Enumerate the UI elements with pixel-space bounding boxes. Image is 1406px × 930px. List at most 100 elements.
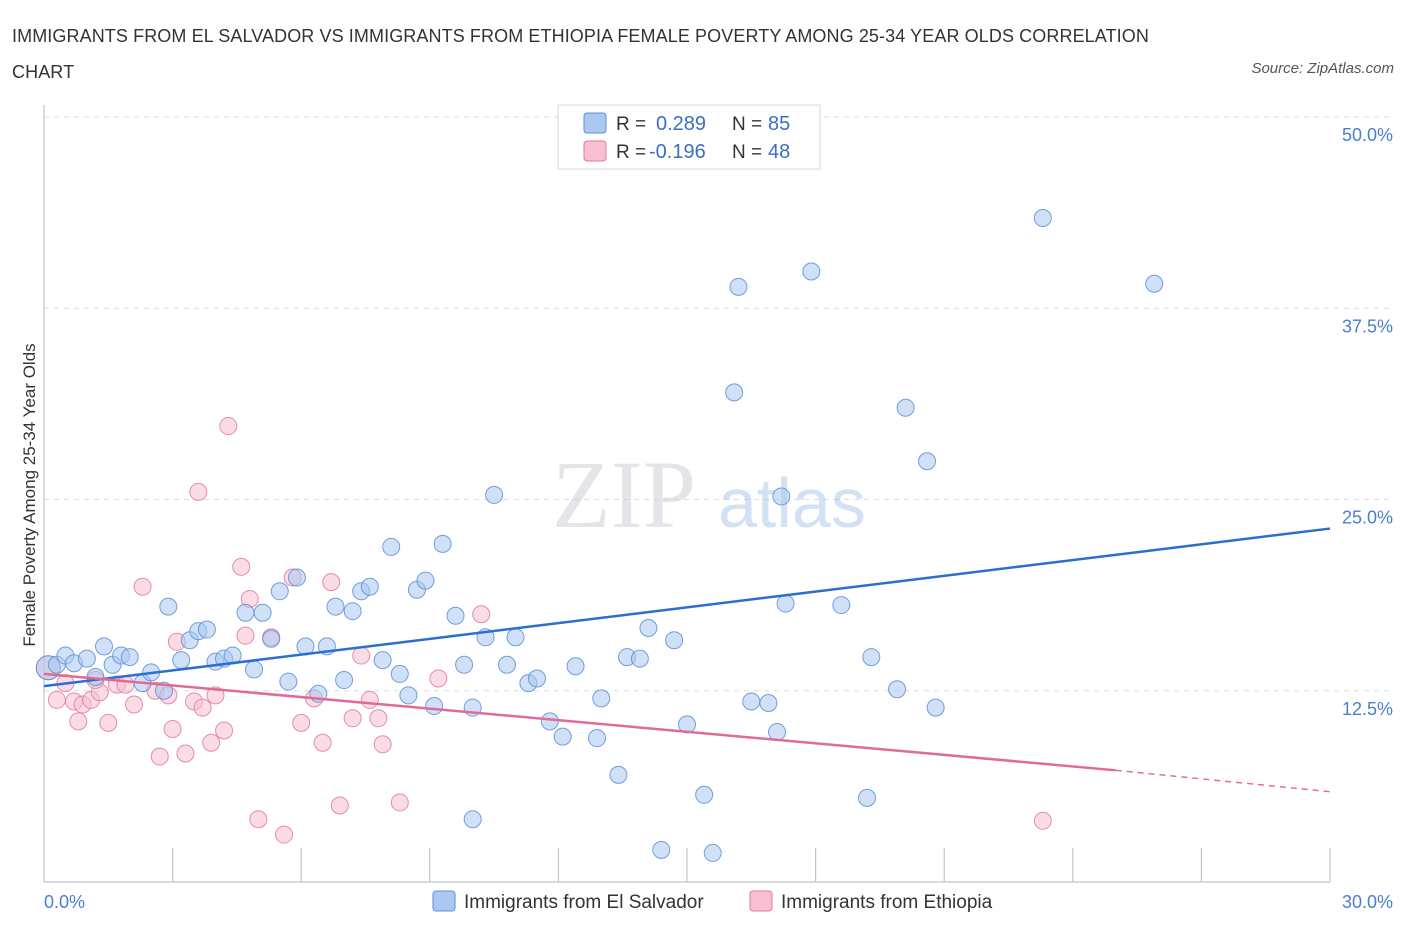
data-point <box>592 689 611 708</box>
data-point <box>343 709 362 728</box>
data-point <box>472 605 491 624</box>
data-point <box>287 568 306 587</box>
data-point <box>133 577 152 596</box>
legend-n-value-pink: 48 <box>768 141 790 163</box>
trend-line-el-salvador <box>43 527 1331 688</box>
trend-lines <box>43 527 1331 793</box>
data-point <box>262 629 281 648</box>
data-point <box>373 651 392 670</box>
data-point <box>116 675 135 694</box>
data-point <box>163 720 182 738</box>
data-point <box>382 537 401 556</box>
legend-swatch-blue <box>583 112 607 134</box>
legend-r-value-blue: 0.289 <box>656 113 706 135</box>
y-tick-label: 12.5% <box>1342 699 1393 719</box>
data-point <box>125 695 144 714</box>
data-point <box>390 664 409 683</box>
data-point <box>429 669 448 688</box>
data-point <box>772 487 791 506</box>
data-point <box>609 765 628 784</box>
legend-n-value-blue: 85 <box>768 113 790 135</box>
data-point <box>729 277 748 296</box>
data-point <box>768 723 787 742</box>
data-point <box>369 709 388 728</box>
data-point <box>77 649 96 668</box>
data-point <box>335 671 354 690</box>
data-point <box>270 582 289 601</box>
data-point <box>433 534 452 553</box>
data-point <box>703 843 722 862</box>
data-point <box>587 729 606 748</box>
watermark: ZIP atlas <box>552 441 866 548</box>
data-point <box>1033 811 1052 830</box>
legend-n-label-pink: N = <box>732 142 762 163</box>
series-legend-label-ethiopia: Immigrants from Ethiopia <box>781 892 993 913</box>
data-point <box>360 577 379 596</box>
data-point <box>446 606 465 625</box>
y-tick-label: 37.5% <box>1342 316 1393 336</box>
data-point <box>527 669 546 688</box>
data-point <box>343 602 362 621</box>
data-point <box>155 681 174 700</box>
data-point <box>275 825 294 844</box>
data-point <box>399 686 418 705</box>
data-point <box>330 796 349 815</box>
data-point <box>193 698 212 717</box>
data-point <box>176 744 195 763</box>
trend-line-ethiopia <box>43 672 1116 772</box>
data-point <box>159 597 178 616</box>
data-point <box>862 648 881 667</box>
data-point <box>206 686 225 705</box>
data-point <box>455 655 474 674</box>
x-tick-label-min: 0.0% <box>44 892 85 912</box>
data-point <box>497 655 516 674</box>
data-point <box>725 383 744 402</box>
data-point <box>69 712 88 731</box>
data-point <box>540 712 559 731</box>
data-point <box>292 713 311 732</box>
trend-line-ethiopia-extrapolated <box>1115 769 1331 793</box>
data-point <box>832 596 851 615</box>
x-tick-label-max: 30.0% <box>1342 892 1393 912</box>
data-point <box>926 698 945 717</box>
watermark-zip: ZIP <box>552 441 696 548</box>
series-legend-swatch-ethiopia <box>749 890 773 912</box>
data-point <box>120 648 139 667</box>
data-point <box>416 571 435 590</box>
data-point <box>776 594 795 613</box>
data-point <box>630 649 649 668</box>
series-legend-swatch-el-salvador <box>432 890 456 912</box>
y-axis-label: Female Poverty Among 25-34 Year Olds <box>20 343 39 646</box>
data-point <box>352 646 371 665</box>
legend-swatch-pink <box>583 140 607 162</box>
stats-legend: R = 0.289 N = 85 R = -0.196 N = 48 <box>557 104 821 170</box>
data-point <box>1033 208 1052 227</box>
source-label: Source: ZipAtlas.com <box>1251 60 1394 77</box>
data-point <box>918 452 937 471</box>
data-point <box>553 727 572 746</box>
data-point <box>236 603 255 622</box>
data-point <box>236 626 255 645</box>
series-legend: Immigrants from El Salvador Immigrants f… <box>432 890 993 913</box>
data-point <box>326 597 345 616</box>
data-point <box>360 690 379 709</box>
data-point <box>197 620 216 639</box>
data-point <box>99 713 118 732</box>
y-tick-label: 25.0% <box>1342 508 1393 528</box>
data-point <box>1145 274 1164 293</box>
data-point <box>742 692 761 711</box>
data-point <box>172 651 191 670</box>
legend-r-label-blue: R = <box>616 114 646 135</box>
legend-r-label-pink: R = <box>616 142 646 163</box>
data-point <box>485 485 504 504</box>
data-point <box>322 573 341 592</box>
data-point <box>665 631 684 650</box>
y-tick-labels: 12.5% 25.0% 37.5% 50.0% <box>1342 125 1393 719</box>
series-legend-label-el-salvador: Immigrants from El Salvador <box>464 892 704 913</box>
data-point <box>253 603 272 622</box>
data-point <box>215 721 234 740</box>
data-point <box>566 657 585 676</box>
data-point <box>249 810 268 829</box>
data-point <box>202 733 221 752</box>
